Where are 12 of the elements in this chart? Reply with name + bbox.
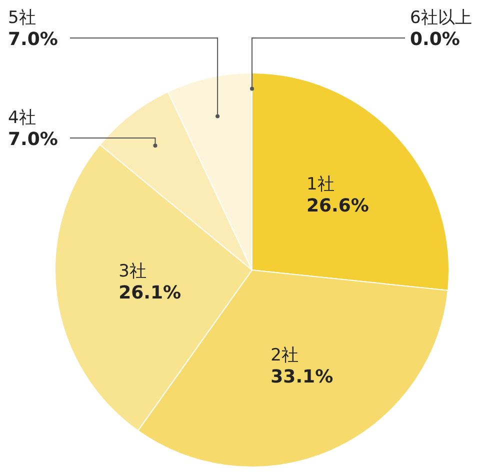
data-label: 7.0% [8, 129, 58, 150]
text: 0.0% [410, 29, 460, 50]
slice-label: 1社 [306, 174, 334, 194]
data-label: 7.0% [8, 29, 58, 50]
slice-label: 5社 [8, 8, 36, 28]
slice-label: 2社 [270, 346, 298, 366]
category-label: 6社以上 [410, 8, 472, 28]
slice-label: 4社 [8, 108, 36, 128]
data-label: 26.6% [306, 195, 369, 216]
data-label: 33.1% [270, 366, 334, 388]
slice-label: 3社 [118, 261, 146, 282]
data-label: 26.1% [118, 282, 182, 304]
